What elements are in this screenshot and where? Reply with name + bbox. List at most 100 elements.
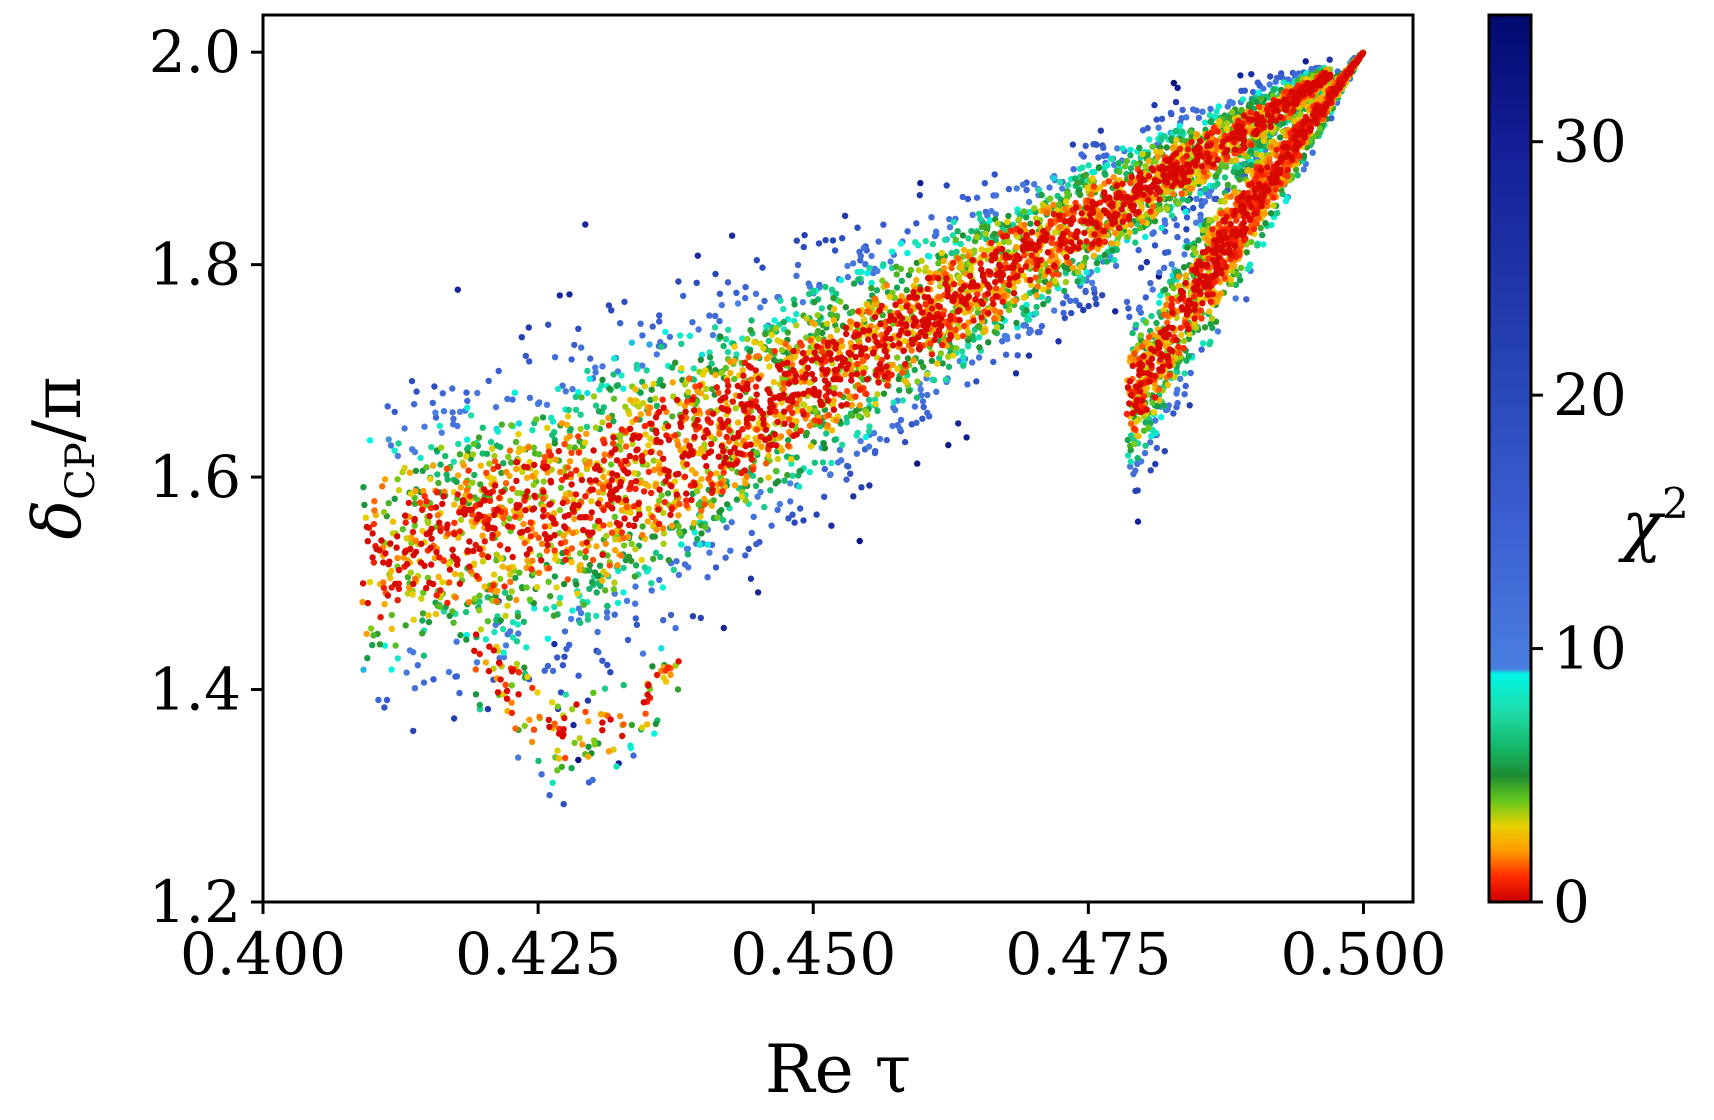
scatter-point <box>1031 205 1038 212</box>
scatter-point <box>649 663 656 670</box>
scatter-point <box>431 383 438 390</box>
scatter-point <box>1092 295 1099 302</box>
scatter-point <box>544 424 551 431</box>
scatter-point <box>1124 452 1132 459</box>
scatter-point <box>620 385 627 392</box>
scatter-point <box>832 321 839 329</box>
scatter-point <box>1050 201 1057 208</box>
scatter-point <box>855 276 862 283</box>
scatter-point <box>611 579 618 586</box>
scatter-point <box>437 461 444 468</box>
scatter-point <box>493 442 500 449</box>
scatter-point <box>509 619 517 626</box>
scatter-point <box>1093 300 1100 308</box>
scatter-point <box>934 360 941 367</box>
scatter-point <box>784 437 792 444</box>
scatter-point <box>1024 316 1031 323</box>
scatter-point <box>1038 191 1045 199</box>
scatter-point <box>704 574 711 581</box>
scatter-point <box>632 545 639 553</box>
scatter-point <box>1208 315 1216 322</box>
scatter-point <box>644 721 651 728</box>
scatter-point <box>391 408 398 416</box>
scatter-point <box>628 721 636 729</box>
scatter-point <box>412 537 419 544</box>
scatter-point <box>1005 306 1013 314</box>
scatter-point <box>653 402 660 409</box>
scatter-point <box>1132 467 1139 474</box>
scatter-point <box>897 416 905 424</box>
scatter-point <box>883 436 890 444</box>
scatter-point <box>1218 162 1225 169</box>
scatter-point <box>1257 152 1265 159</box>
scatter-point <box>738 488 746 496</box>
scatter-point <box>611 513 618 520</box>
scatter-point <box>910 357 917 364</box>
scatter-point <box>450 415 457 423</box>
scatter-point <box>590 689 597 696</box>
scatter-point <box>523 474 531 481</box>
scatter-point <box>746 348 754 355</box>
scatter-point <box>538 771 545 778</box>
scatter-point <box>1055 201 1063 208</box>
scatter-point <box>712 270 719 278</box>
scatter-point <box>673 558 680 565</box>
scatter-point <box>969 211 976 218</box>
scatter-point <box>1182 208 1189 215</box>
scatter-point <box>695 326 702 333</box>
scatter-point <box>651 730 658 737</box>
scatter-point <box>1145 424 1152 431</box>
scatter-point <box>822 283 829 291</box>
scatter-point <box>1260 85 1267 92</box>
scatter-point <box>793 418 800 425</box>
scatter-point <box>1074 179 1081 187</box>
scatter-point <box>424 519 432 527</box>
scatter-point <box>946 224 954 231</box>
scatter-point <box>1109 247 1116 254</box>
scatter-point <box>455 472 462 479</box>
scatter-point <box>866 482 873 489</box>
scatter-point <box>412 487 419 495</box>
scatter-point <box>793 237 800 244</box>
scatter-point <box>505 594 513 601</box>
scatter-point <box>702 524 709 531</box>
scatter-point <box>491 628 498 636</box>
scatter-point <box>571 515 578 523</box>
scatter-point <box>1013 319 1020 327</box>
scatter-point <box>1202 185 1209 193</box>
scatter-point <box>595 489 602 496</box>
scatter-point <box>584 697 592 704</box>
scatter-point <box>392 642 399 649</box>
scatter-point <box>1076 302 1083 309</box>
scatter-point <box>698 507 705 514</box>
scatter-point <box>656 318 663 325</box>
scatter-point <box>1259 231 1266 239</box>
scatter-point <box>943 182 950 189</box>
scatter-point <box>438 444 445 451</box>
scatter-point <box>1179 128 1186 135</box>
scatter-point <box>449 385 456 392</box>
scatter-point <box>945 441 952 449</box>
scatter-point <box>605 302 613 309</box>
scatter-point <box>1032 274 1039 281</box>
scatter-point <box>499 563 506 570</box>
scatter-point <box>763 323 770 330</box>
scatter-point <box>593 612 600 620</box>
scatter-point <box>638 724 646 731</box>
scatter-point <box>847 470 854 477</box>
scatter-point <box>540 495 547 502</box>
scatter-point <box>1014 352 1021 359</box>
scatter-point <box>675 571 682 579</box>
scatter-point <box>1249 88 1257 96</box>
scatter-point <box>902 378 910 386</box>
scatter-point <box>724 326 732 333</box>
scatter-point <box>1090 141 1097 148</box>
scatter-point <box>412 467 420 475</box>
scatter-point <box>1158 224 1165 232</box>
scatter-point <box>883 282 890 289</box>
scatter-point <box>567 425 574 433</box>
scatter-point <box>449 409 456 416</box>
scatter-point <box>1163 188 1171 196</box>
scatter-point <box>1134 487 1141 494</box>
scatter-point <box>1212 173 1219 180</box>
